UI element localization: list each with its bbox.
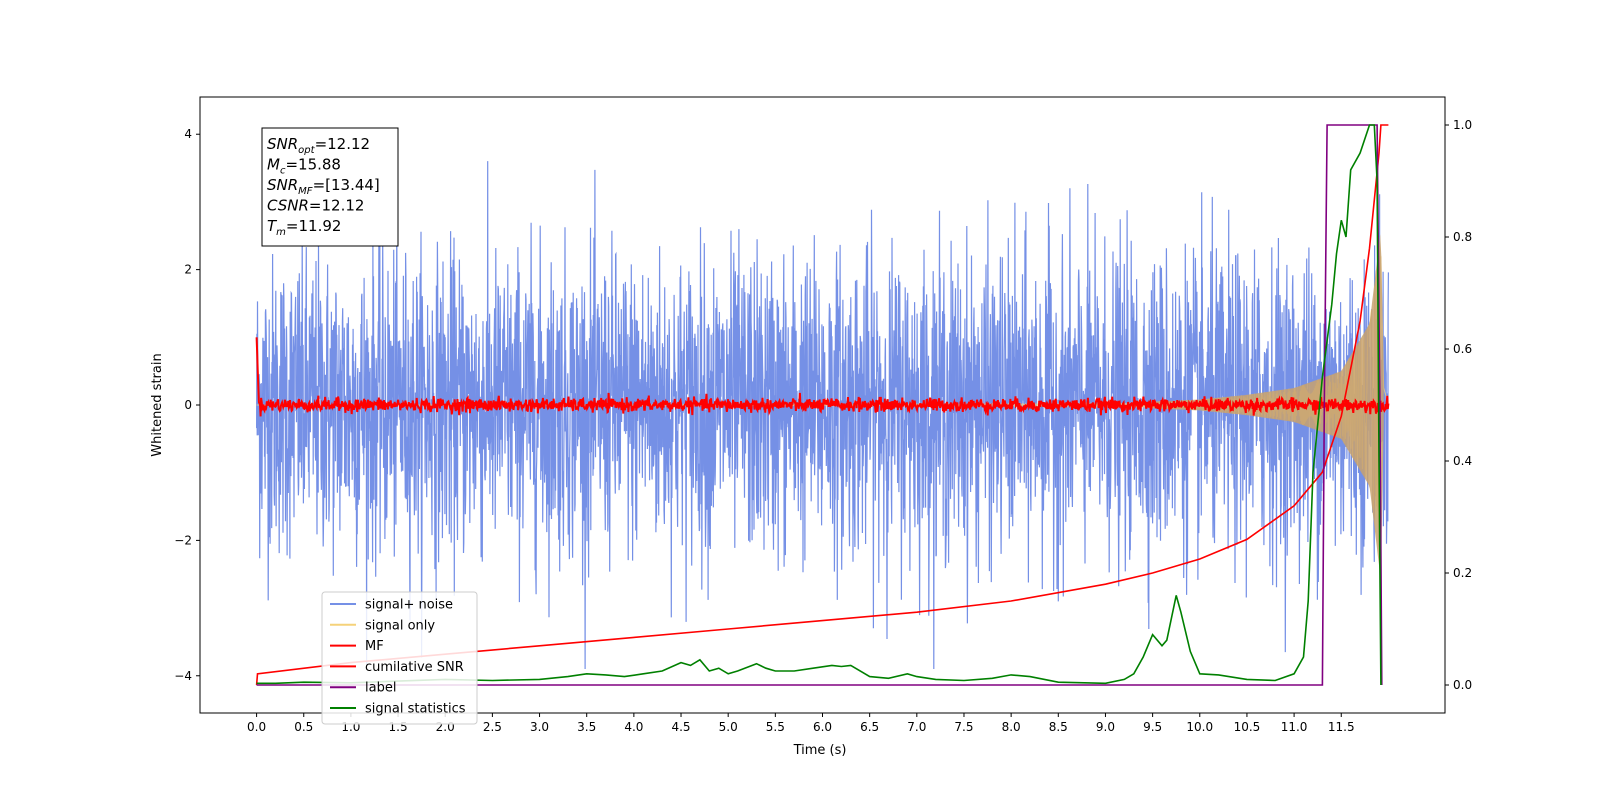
annotation-line: CSNR=12.12 [267, 197, 364, 215]
legend-frame [321, 591, 478, 725]
y2-tick-label: 0.2 [1453, 566, 1472, 580]
x-axis-label: Time (s) [793, 743, 847, 758]
annotation-line: SNRMF=[13.44] [267, 176, 380, 197]
series-label [256, 124, 1383, 686]
x-tick-label: 2.5 [483, 720, 502, 734]
x-tick-label: 5.5 [766, 720, 785, 734]
legend-entry: signal statistics [365, 702, 466, 717]
x-tick-label: 4.0 [624, 720, 643, 734]
y-tick-label: −4 [174, 669, 192, 683]
x-tick-label: 3.0 [530, 720, 549, 734]
y-tick-label: 2 [184, 263, 192, 277]
annotation-line: Mc=15.88 [267, 156, 341, 177]
x-tick-label: 0.5 [294, 720, 313, 734]
y2-tick-label: 0.6 [1453, 342, 1472, 356]
legend-entry: MF [365, 639, 384, 654]
y-tick-label: −2 [174, 533, 192, 547]
y2-tick-label: 0.4 [1453, 454, 1472, 468]
annotation-line: Tm=11.92 [267, 217, 341, 238]
metrics-annotation-box: SNRopt=12.12Mc=15.88SNRMF=[13.44]CSNR=12… [261, 127, 399, 247]
x-tick-label: 9.5 [1143, 720, 1162, 734]
x-tick-label: 6.0 [813, 720, 832, 734]
x-tick-label: 11.0 [1281, 720, 1308, 734]
y-tick-label: 0 [184, 398, 192, 412]
series-signal-statistics [256, 124, 1382, 686]
y2-tick-label: 0.0 [1453, 678, 1472, 692]
x-tick-label: 10.5 [1234, 720, 1261, 734]
series-layer [255, 124, 1390, 686]
x-tick-label: 9.0 [1096, 720, 1115, 734]
y-tick-label: 4 [184, 127, 192, 141]
legend-entry: cumilative SNR [365, 660, 464, 675]
x-tick-label: 5.0 [719, 720, 738, 734]
annotation-frame [261, 127, 399, 247]
x-tick-label: 10.0 [1186, 720, 1213, 734]
x-tick-label: 11.5 [1328, 720, 1355, 734]
series-mf [255, 337, 1390, 417]
legend: signal+ noise signal only MF cumilative SNR… [321, 591, 478, 725]
x-tick-label: 8.5 [1049, 720, 1068, 734]
y2-tick-label: 1.0 [1453, 118, 1472, 132]
x-tick-label: 7.5 [954, 720, 973, 734]
x-tick-label: 8.0 [1002, 720, 1021, 734]
x-tick-label: 7.0 [907, 720, 926, 734]
x-tick-label: 3.5 [577, 720, 596, 734]
legend-entry: signal only [365, 618, 435, 633]
y-axis-right: 1.0 0.8 0.6 0.4 0.2 0.0 [1445, 118, 1472, 692]
y-axis-left: 4 2 0 −2 −4 [174, 127, 200, 683]
y2-tick-label: 0.8 [1453, 230, 1472, 244]
series-signal-noise [256, 161, 1389, 670]
legend-entry: signal+ noise [365, 598, 453, 613]
x-tick-label: 0.0 [247, 720, 266, 734]
series-cumilative-snr [255, 124, 1389, 686]
annotation-line: SNRopt=12.12 [267, 135, 370, 156]
x-tick-label: 6.5 [860, 720, 879, 734]
x-tick-label: 4.5 [671, 720, 690, 734]
y-axis-label: Whitened strain [150, 353, 165, 456]
legend-entry: label [365, 681, 396, 696]
